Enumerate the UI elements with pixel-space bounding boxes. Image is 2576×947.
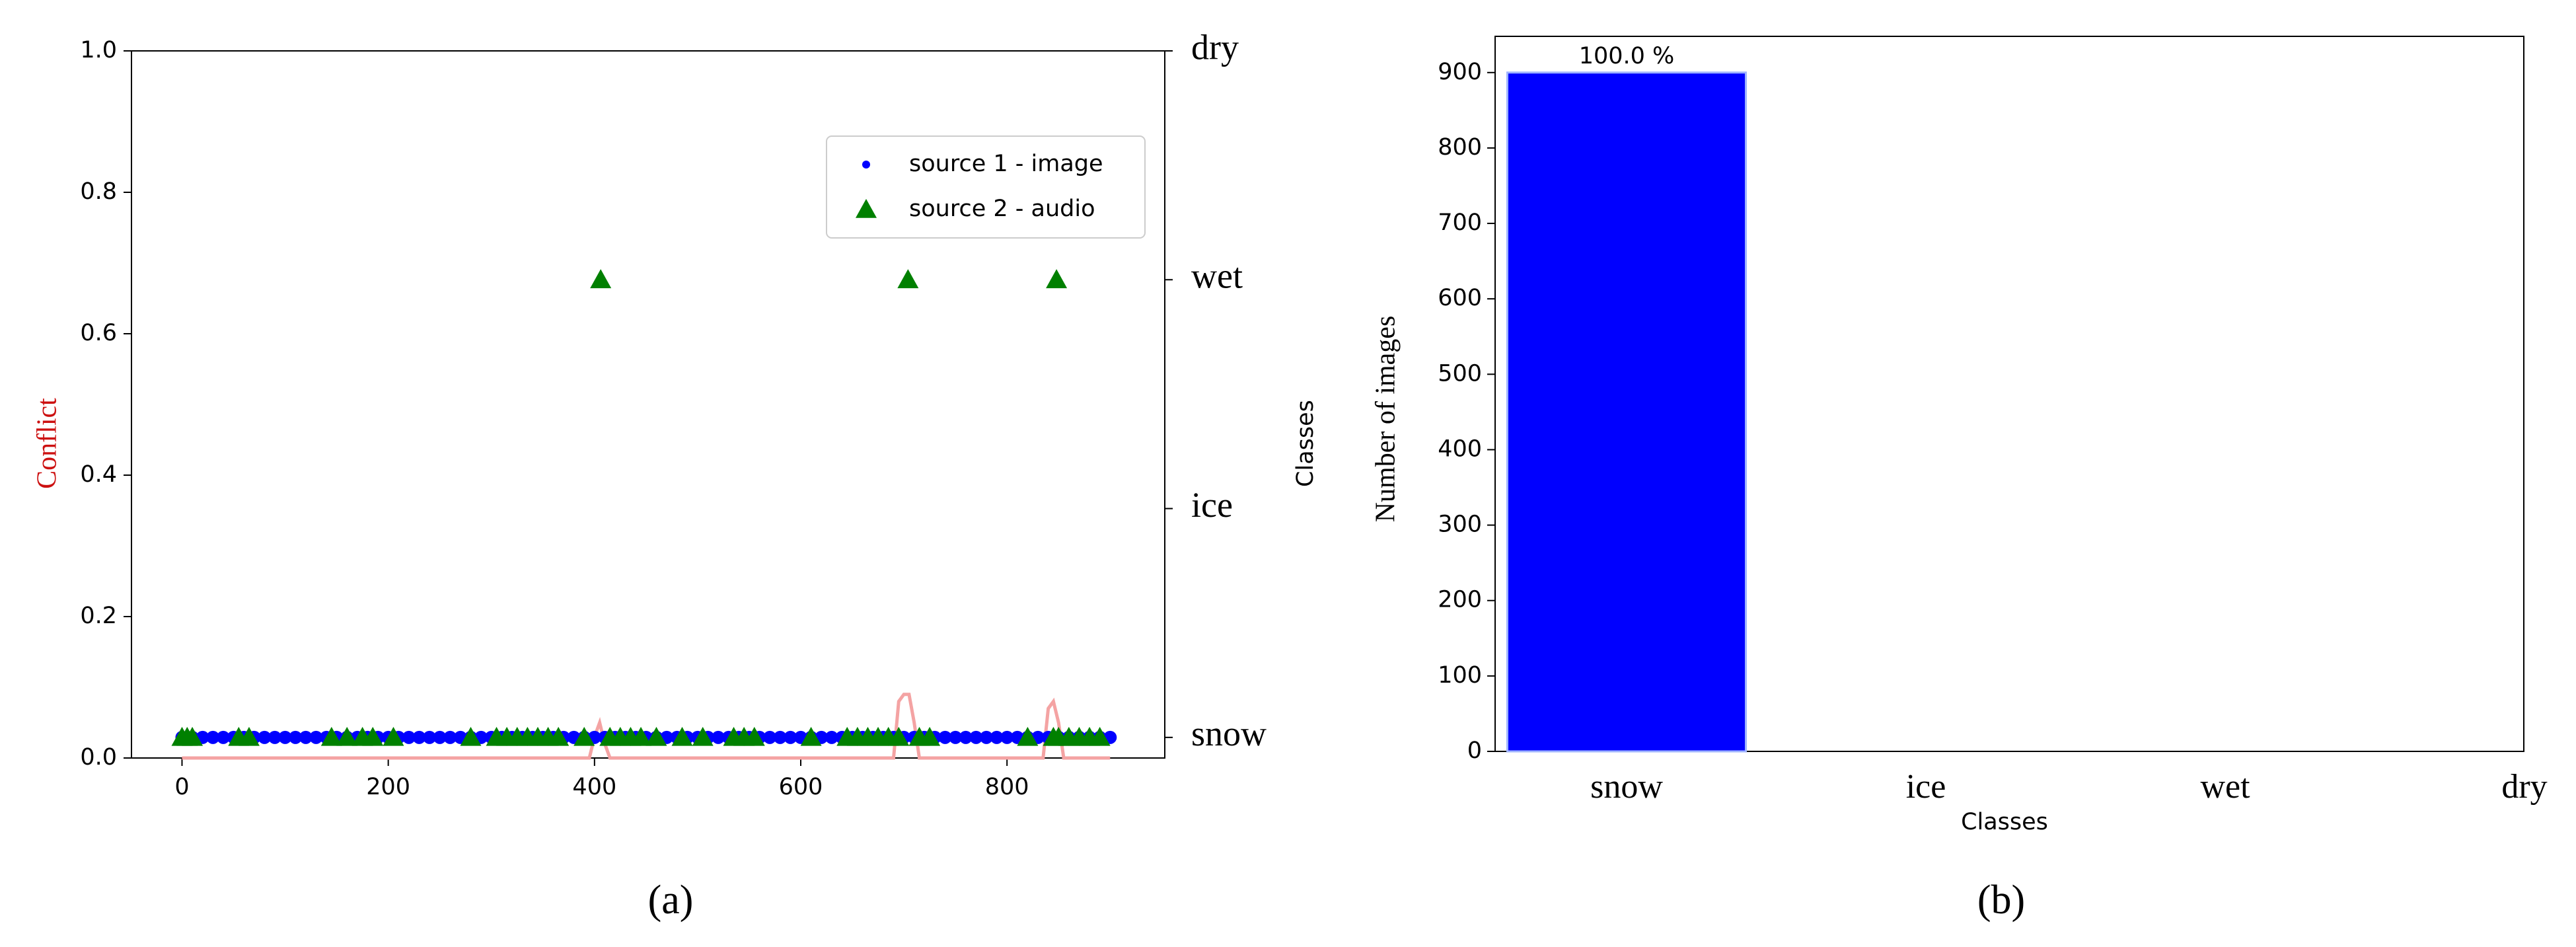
x-tick-label: 200	[366, 774, 410, 800]
point	[979, 730, 993, 744]
point	[888, 726, 910, 746]
point	[258, 730, 272, 744]
y-tick-label: 300	[1438, 511, 1482, 538]
y-tick-label: 400	[1438, 436, 1482, 462]
point	[278, 730, 292, 744]
point	[800, 726, 822, 746]
y-tick-label: 0	[1467, 738, 1482, 764]
point	[320, 726, 342, 746]
point	[590, 269, 612, 289]
point	[238, 726, 260, 746]
point	[268, 730, 281, 744]
point	[383, 726, 404, 746]
y-tick-label: 500	[1438, 360, 1482, 387]
legend	[826, 135, 1146, 239]
point	[206, 730, 220, 744]
point	[959, 730, 973, 744]
caption: (a)	[648, 878, 694, 923]
x-tick-label: snow	[1590, 768, 1663, 806]
y-tick-label: 0.8	[80, 178, 117, 205]
y-axis-label: Number of images	[1371, 316, 1401, 523]
point	[990, 730, 1004, 744]
y-tick-label: 0.2	[80, 603, 117, 629]
point	[460, 726, 482, 746]
legend-label: source 1 - image	[909, 151, 1103, 177]
point	[433, 730, 447, 744]
point	[443, 730, 457, 744]
point	[362, 726, 384, 746]
y-tick-label: 1.0	[80, 37, 117, 63]
point	[423, 730, 437, 744]
point	[1000, 730, 1014, 744]
point	[1089, 726, 1111, 746]
y-tick-label: 0.0	[80, 744, 117, 771]
point	[1046, 269, 1068, 289]
y-tick-label: 600	[1438, 285, 1482, 311]
point	[712, 730, 725, 744]
x-tick-label: 0	[174, 774, 189, 800]
y2-tick-label: ice	[1191, 485, 1233, 525]
point	[548, 726, 570, 746]
y-axis-label: Conflict	[32, 398, 63, 489]
y-tick-label: 800	[1438, 134, 1482, 161]
legend-marker	[862, 161, 870, 169]
point	[949, 730, 963, 744]
point	[763, 730, 777, 744]
point	[182, 726, 203, 746]
point	[299, 730, 313, 744]
x-tick-label: ice	[1906, 768, 1946, 806]
y-tick-label: 0.6	[80, 320, 117, 346]
point	[743, 726, 765, 746]
point	[336, 726, 358, 746]
point	[969, 730, 983, 744]
point	[1017, 726, 1039, 746]
point	[309, 730, 323, 744]
x-tick-label: 800	[985, 774, 1029, 800]
point	[692, 726, 714, 746]
legend-label: source 2 - audio	[909, 196, 1095, 222]
x-tick-label: 600	[779, 774, 823, 800]
bar	[1506, 71, 1747, 753]
point	[412, 730, 426, 744]
y2-tick-label: dry	[1191, 27, 1239, 67]
caption: (b)	[1977, 878, 2025, 923]
x-tick-label: dry	[2501, 768, 2547, 806]
x-axis-label: Classes	[1961, 809, 2048, 835]
point	[919, 726, 941, 746]
point	[289, 730, 303, 744]
point	[630, 726, 652, 746]
point	[784, 730, 797, 744]
y2-tick-label: wet	[1191, 256, 1243, 296]
point	[671, 726, 693, 746]
point	[938, 730, 952, 744]
value-label: 100.0 %	[1579, 43, 1675, 69]
plot-area	[1494, 36, 2524, 752]
y2-axis-label: Classes	[1292, 400, 1319, 487]
y-tick-label: 700	[1438, 209, 1482, 236]
point	[897, 269, 919, 289]
y-tick-label: 900	[1438, 59, 1482, 85]
x-tick-label: 400	[572, 774, 616, 800]
point	[402, 730, 416, 744]
point	[216, 730, 230, 744]
y2-tick-label: snow	[1191, 714, 1267, 753]
point	[645, 726, 667, 746]
point	[573, 726, 595, 746]
point	[825, 730, 838, 744]
y-tick-label: 100	[1438, 662, 1482, 689]
x-tick-label: wet	[2200, 768, 2250, 806]
legend-marker	[856, 199, 877, 218]
y-tick-label: 0.4	[80, 461, 117, 488]
point	[773, 730, 787, 744]
conflict-line	[182, 693, 1111, 760]
y-tick-label: 200	[1438, 587, 1482, 613]
